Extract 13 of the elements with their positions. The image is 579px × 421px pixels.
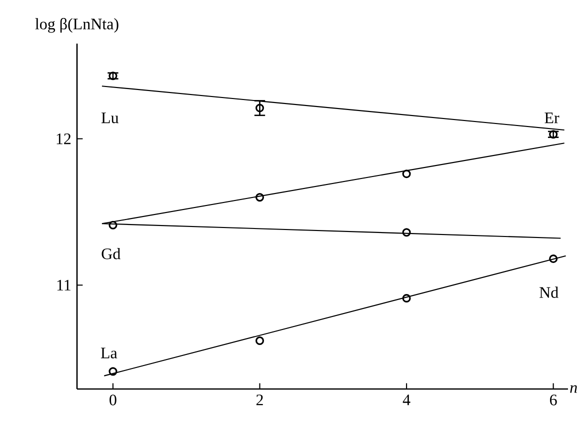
annotation: Er bbox=[544, 112, 560, 124]
x-tick-label: 2 bbox=[256, 394, 263, 406]
y-axis-title: log β(LnNta) bbox=[35, 18, 118, 33]
x-tick-label: 6 bbox=[550, 394, 557, 406]
y-tick-label: 12 bbox=[56, 133, 71, 144]
x-tick-label: 4 bbox=[402, 394, 410, 406]
annotation: Gd bbox=[102, 248, 120, 260]
x-axis-title: n bbox=[570, 385, 577, 393]
annotation: La bbox=[100, 348, 118, 358]
annotation: Lu bbox=[101, 112, 119, 124]
x-tick-label: 0 bbox=[110, 394, 116, 406]
y-tick-label: 11 bbox=[57, 280, 70, 290]
annotation: Nd bbox=[540, 286, 558, 298]
